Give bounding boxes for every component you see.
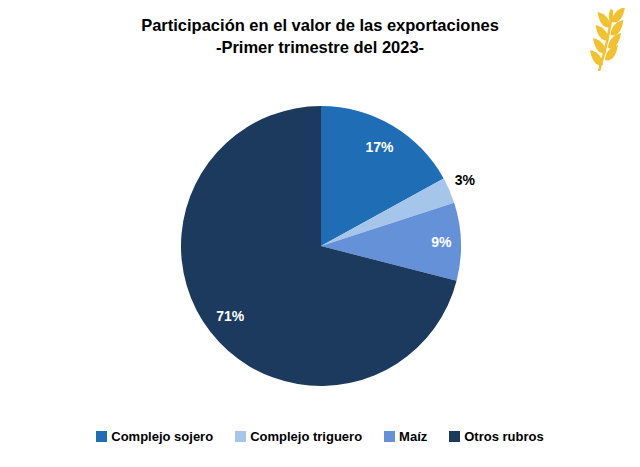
legend-swatch: [449, 431, 460, 442]
legend-item-0: Complejo sojero: [96, 429, 213, 444]
legend-swatch: [96, 431, 107, 442]
legend-item-2: Maíz: [384, 429, 427, 444]
pie-label-0: 17%: [365, 139, 394, 155]
pie-chart: 17% 3% 9% 71%: [161, 86, 481, 406]
legend-swatch: [384, 431, 395, 442]
legend-label: Complejo sojero: [111, 429, 213, 444]
legend: Complejo sojero Complejo triguero Maíz Otro…: [0, 429, 640, 444]
legend-label: Complejo triguero: [250, 429, 362, 444]
pie-label-2: 9%: [431, 234, 452, 250]
legend-item-1: Complejo triguero: [235, 429, 362, 444]
legend-label: Otros rubros: [464, 429, 543, 444]
legend-item-3: Otros rubros: [449, 429, 543, 444]
legend-label: Maíz: [399, 429, 427, 444]
chart-title: Participación en el valor de las exporta…: [0, 14, 640, 58]
pie-label-1: 3%: [455, 172, 476, 188]
pie-label-3: 71%: [216, 308, 245, 324]
chart-title-line2: -Primer trimestre del 2023-: [0, 36, 640, 58]
chart-title-line1: Participación en el valor de las exporta…: [0, 14, 640, 36]
wheat-icon: [585, 8, 633, 72]
legend-swatch: [235, 431, 246, 442]
